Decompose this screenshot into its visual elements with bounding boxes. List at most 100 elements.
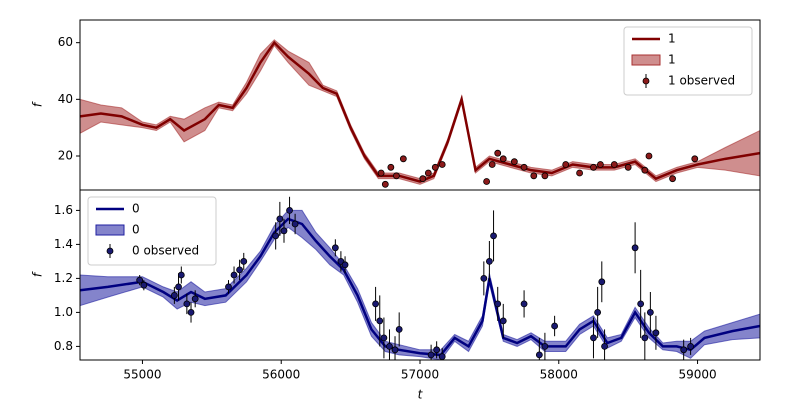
observed-point [391, 346, 399, 354]
observed-point [641, 334, 649, 342]
y-tick-label: 1.6 [54, 203, 73, 217]
legend-label: 1 [668, 32, 676, 46]
observed-point [624, 163, 632, 171]
observed-point [598, 278, 606, 286]
x-tick-label: 57000 [401, 368, 439, 382]
observed-point [276, 215, 284, 223]
observed-point [140, 281, 148, 289]
observed-point [576, 169, 583, 177]
legend: 0 0 0 observed [87, 196, 217, 266]
observed-point [541, 172, 549, 180]
legend-label: 0 [132, 223, 140, 237]
observed-point [272, 232, 280, 240]
y-tick-label: 0.8 [54, 339, 73, 353]
observed-point [687, 342, 695, 350]
observed-point [691, 155, 699, 163]
observed-point [499, 317, 507, 325]
observed-point [652, 329, 660, 337]
y-tick-label: 20 [58, 149, 73, 163]
observed-point [395, 325, 403, 333]
observed-point [240, 257, 248, 265]
observed-point [488, 161, 496, 168]
observed-point [438, 353, 446, 360]
legend-box [87, 196, 217, 266]
observed-point [438, 161, 446, 168]
observed-point [680, 346, 688, 354]
legend-patch [631, 54, 661, 66]
observed-point [490, 232, 497, 240]
observed-point [535, 351, 543, 359]
observed-point [641, 166, 649, 174]
observed-point [610, 161, 618, 168]
observed-point [520, 300, 528, 308]
observed-point [341, 261, 349, 269]
observed-point [590, 163, 597, 171]
y-axis-label: f [31, 101, 45, 107]
observed-point [386, 342, 393, 350]
observed-point [177, 271, 185, 279]
x-axis-label: t [418, 388, 424, 401]
y-tick-label: 1.0 [54, 305, 73, 319]
observed-point [485, 257, 493, 265]
observed-point [601, 342, 608, 350]
x-tick-label: 56000 [262, 368, 300, 382]
y-axis-label: f [31, 271, 45, 277]
observed-point [499, 155, 507, 163]
observed-point [433, 346, 441, 354]
legend-marker [106, 247, 114, 255]
plot-area [80, 39, 760, 188]
mean-line [80, 40, 760, 183]
legend: 1 1 1 observed [623, 26, 753, 96]
legend-patch [95, 224, 125, 236]
observed-point [494, 300, 502, 308]
observed-point [376, 317, 384, 325]
observed-point [331, 244, 339, 252]
observed-point [291, 220, 299, 228]
observed-point [510, 158, 518, 166]
observed-point [431, 163, 439, 171]
observed-point [483, 178, 491, 185]
observed-point [387, 163, 395, 171]
observed-point [594, 308, 602, 316]
x-tick-label: 55000 [123, 368, 161, 382]
observed-point [551, 322, 559, 330]
observed-point [494, 149, 502, 157]
observed-point [424, 169, 432, 177]
legend-label: 1 observed [668, 74, 735, 88]
observed-point [225, 283, 232, 291]
y-tick-label: 1.2 [54, 271, 73, 285]
observed-point [136, 276, 144, 284]
x-tick-label: 58000 [540, 368, 578, 382]
observed-point [380, 334, 388, 342]
observed-point [480, 274, 488, 282]
observed-point [645, 152, 653, 160]
observed-point [372, 300, 379, 308]
observed-point [631, 244, 639, 252]
observed-point [399, 155, 407, 163]
observed-point [393, 172, 400, 180]
x-tick-label: 59000 [678, 368, 716, 382]
observed-point [191, 295, 199, 303]
observed-point [175, 283, 182, 291]
observed-point [520, 163, 528, 171]
observed-point [541, 342, 549, 350]
observed-point [170, 291, 178, 299]
observed-point [562, 161, 570, 168]
y-tick-label: 60 [58, 35, 73, 49]
observed-point [590, 334, 597, 342]
observed-point [183, 300, 191, 308]
observed-point [377, 169, 385, 177]
observed-point [427, 351, 435, 359]
observed-point [236, 266, 243, 274]
observed-point [381, 180, 389, 188]
observed-point [637, 300, 645, 308]
y-tick-label: 1.4 [54, 237, 73, 251]
observed-point [280, 227, 288, 235]
observed-point [230, 271, 238, 279]
observed-point [419, 175, 427, 183]
observed-point [187, 308, 195, 316]
observed-point [597, 161, 604, 168]
confidence-band [80, 39, 760, 185]
legend-label: 1 [668, 53, 676, 67]
